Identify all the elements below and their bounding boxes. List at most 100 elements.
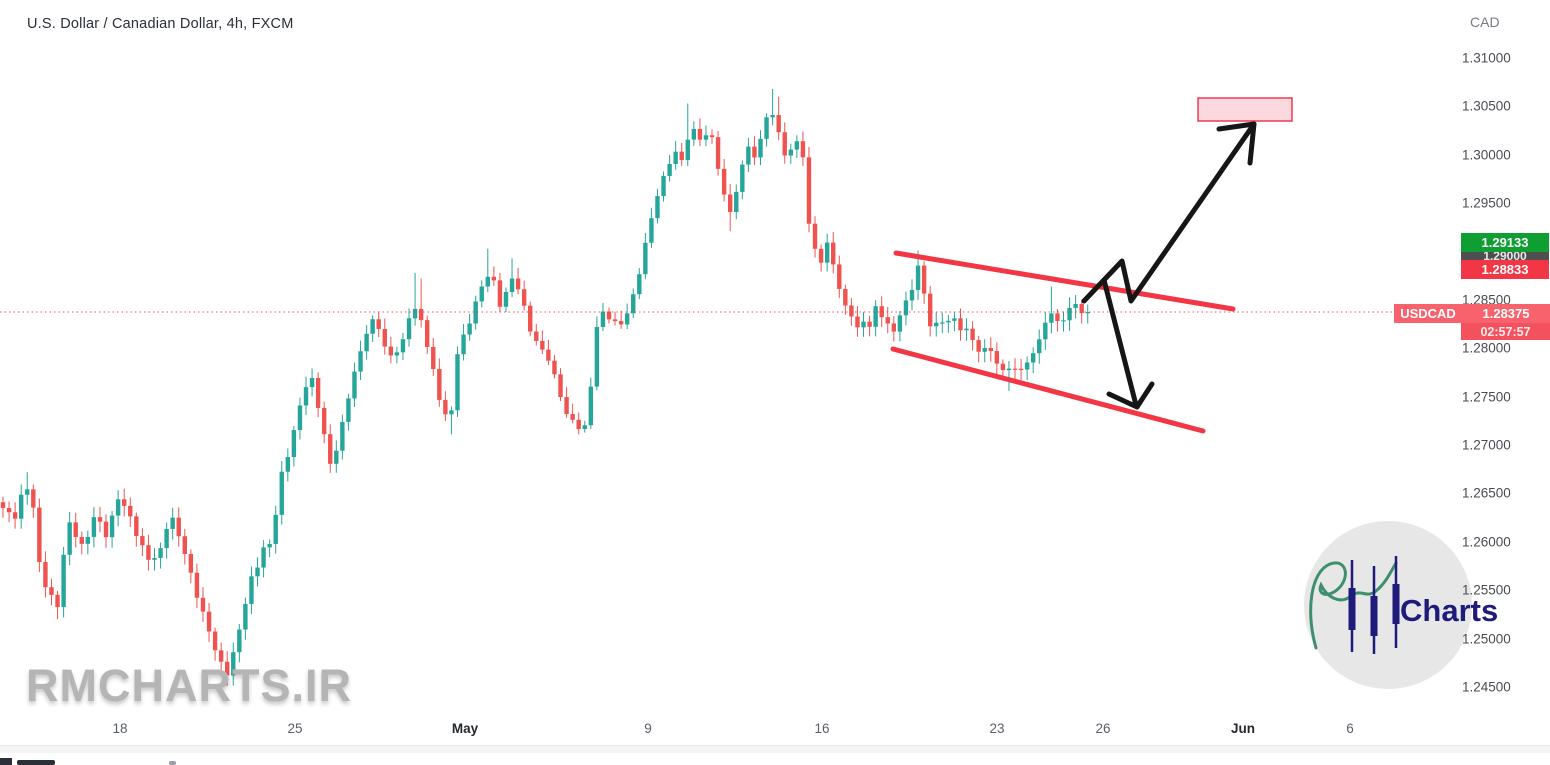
price-tick-label[interactable]: 1.27000 xyxy=(1462,437,1511,453)
candle xyxy=(564,387,569,418)
time-axis-separator xyxy=(0,745,1550,753)
candle xyxy=(455,346,460,417)
candle xyxy=(728,184,733,232)
candle xyxy=(431,337,436,377)
candle xyxy=(976,335,981,363)
logo-green-squiggle-icon xyxy=(1309,561,1398,650)
candle xyxy=(624,303,630,330)
candle xyxy=(734,184,739,220)
lower-level-price-badge[interactable]: 1.28833 xyxy=(1461,260,1549,279)
candle xyxy=(231,642,236,686)
candle xyxy=(940,312,945,334)
candle xyxy=(358,340,363,381)
candle xyxy=(437,358,442,407)
candle xyxy=(425,315,430,355)
candle xyxy=(12,502,18,529)
price-tick-label[interactable]: 1.26000 xyxy=(1462,534,1511,550)
time-tick-label[interactable]: 6 xyxy=(1346,721,1354,736)
candle xyxy=(103,514,109,548)
bullish-projection-arrow[interactable] xyxy=(1081,121,1257,304)
candle xyxy=(309,368,315,397)
candle xyxy=(964,318,969,341)
logo-circle-icon xyxy=(1304,521,1472,689)
candle xyxy=(352,362,357,408)
price-tick-label[interactable]: 1.31000 xyxy=(1462,50,1511,66)
price-tick-label[interactable]: 1.24500 xyxy=(1462,679,1511,695)
candle xyxy=(673,141,678,170)
candle xyxy=(921,261,927,304)
price-tick-label[interactable]: 1.26500 xyxy=(1462,485,1511,501)
candle xyxy=(843,284,848,315)
price-tick-label[interactable]: 1.25000 xyxy=(1462,631,1511,647)
candle xyxy=(879,296,884,327)
wedge-lower-trendline[interactable] xyxy=(890,346,1206,434)
candle xyxy=(388,336,394,364)
candle xyxy=(109,510,115,548)
candle xyxy=(612,311,618,326)
candle xyxy=(752,136,757,165)
candle xyxy=(279,461,284,525)
time-tick-label[interactable]: Jun xyxy=(1230,721,1256,736)
candle xyxy=(315,372,321,418)
price-tick-label[interactable]: 1.29500 xyxy=(1462,195,1511,211)
candle xyxy=(394,346,400,364)
candle xyxy=(1018,358,1024,381)
bearish-projection-arrow[interactable] xyxy=(1101,277,1139,408)
candle xyxy=(618,310,624,329)
candle xyxy=(340,414,345,460)
candle xyxy=(655,188,660,224)
candle xyxy=(927,286,933,337)
price-tick-label[interactable]: 1.25500 xyxy=(1462,582,1511,598)
candle xyxy=(1049,286,1054,334)
candle xyxy=(37,498,42,573)
target-zone-box[interactable] xyxy=(1197,97,1293,122)
candle xyxy=(6,501,12,523)
price-tick-label[interactable]: 1.30500 xyxy=(1462,98,1511,114)
candle xyxy=(152,548,157,571)
time-tick-label[interactable]: 23 xyxy=(989,721,1005,736)
candle xyxy=(594,316,600,391)
price-tick-label[interactable]: 1.27500 xyxy=(1462,389,1511,405)
candle xyxy=(376,311,381,338)
time-tick-label[interactable]: 16 xyxy=(814,721,830,736)
hidden-price-text: 1.29000 xyxy=(1483,252,1527,260)
candle xyxy=(1067,297,1072,331)
candle xyxy=(528,301,533,337)
candle xyxy=(128,497,133,528)
candle xyxy=(897,311,903,342)
price-tick-label[interactable]: 1.28000 xyxy=(1462,340,1511,356)
candle xyxy=(855,306,860,337)
candle xyxy=(1061,311,1066,332)
symbol-title[interactable]: U.S. Dollar / Canadian Dollar, 4h, FXCM xyxy=(27,16,294,32)
time-tick-label[interactable]: 9 xyxy=(644,721,652,736)
time-tick-label[interactable]: 26 xyxy=(1095,721,1111,736)
rmcharts-logo: Charts xyxy=(1304,521,1498,689)
upper-level-price-badge[interactable]: 1.29133 xyxy=(1461,233,1549,252)
candle xyxy=(400,332,406,361)
bearish-projection-arrow-head xyxy=(1106,381,1155,410)
candle xyxy=(370,315,375,343)
last-price-value: 1.28375 xyxy=(1482,306,1530,321)
hidden-price-badge[interactable]: 1.29000 xyxy=(1461,252,1549,260)
time-tick-label[interactable]: 18 xyxy=(112,721,128,736)
time-tick-label[interactable]: 25 xyxy=(287,721,303,736)
candle xyxy=(637,268,642,300)
wedge-upper-trendline[interactable] xyxy=(893,250,1236,312)
candle xyxy=(67,511,72,566)
time-tick-label[interactable]: May xyxy=(451,721,479,736)
candle xyxy=(982,339,987,363)
candle xyxy=(291,426,297,467)
candle xyxy=(909,279,915,311)
candle xyxy=(1037,329,1042,364)
candle xyxy=(43,551,48,598)
candle xyxy=(267,539,272,558)
candle xyxy=(328,424,333,473)
candle xyxy=(31,484,36,518)
price-tick-label[interactable]: 1.30000 xyxy=(1462,147,1511,163)
last-price-badge[interactable]: USDCAD 1.28375 xyxy=(1394,304,1550,323)
price-tick-label[interactable]: 1.28500 xyxy=(1462,292,1511,308)
candle xyxy=(643,232,648,280)
candle xyxy=(225,651,230,686)
candle xyxy=(364,325,369,360)
